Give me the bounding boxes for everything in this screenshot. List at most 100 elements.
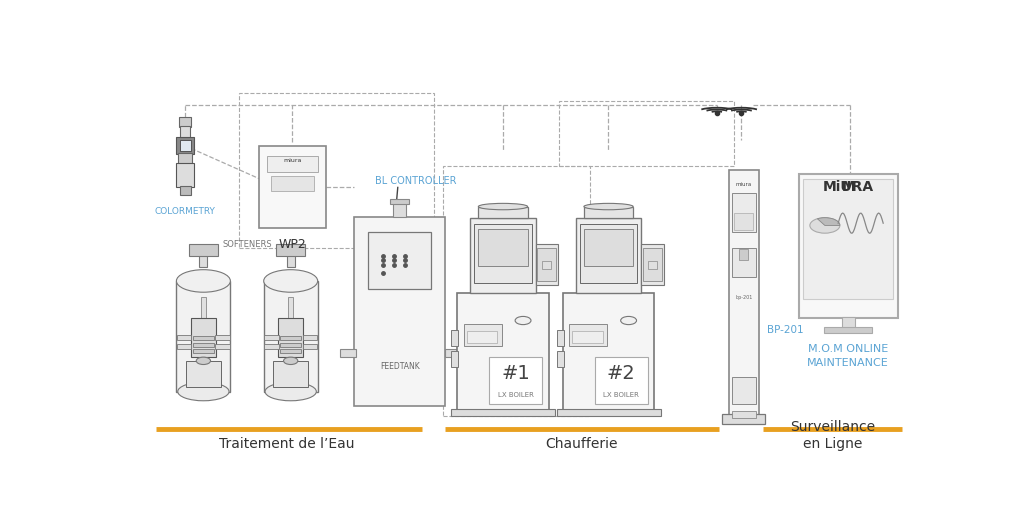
Bar: [354, 218, 445, 406]
Bar: [595, 357, 648, 404]
Bar: [264, 281, 317, 392]
Bar: [393, 203, 407, 218]
Bar: [467, 330, 497, 343]
Bar: [215, 336, 229, 340]
Bar: [276, 244, 305, 256]
Bar: [451, 409, 555, 416]
Bar: [176, 281, 230, 392]
Bar: [281, 343, 301, 347]
Bar: [543, 261, 551, 269]
Bar: [722, 414, 765, 423]
Bar: [186, 361, 221, 387]
Bar: [445, 350, 460, 357]
Bar: [177, 344, 191, 348]
Text: BL CONTROLLER: BL CONTROLLER: [376, 176, 457, 186]
Bar: [303, 344, 316, 348]
Bar: [194, 336, 214, 340]
Bar: [390, 199, 410, 204]
Bar: [474, 225, 531, 282]
Text: Traitement de l’Eau: Traitement de l’Eau: [219, 437, 354, 451]
Bar: [176, 163, 194, 187]
Bar: [536, 244, 558, 285]
Bar: [729, 170, 759, 416]
Text: #1: #1: [502, 364, 530, 383]
Circle shape: [284, 357, 298, 364]
Text: LX BOILER: LX BOILER: [603, 393, 639, 398]
Bar: [240, 93, 433, 248]
Bar: [799, 174, 898, 318]
Bar: [732, 248, 756, 277]
Bar: [478, 206, 527, 218]
Bar: [824, 327, 872, 334]
Bar: [264, 344, 279, 348]
Bar: [194, 348, 214, 353]
Circle shape: [621, 317, 637, 325]
Bar: [215, 344, 229, 348]
Bar: [451, 330, 458, 346]
Bar: [278, 318, 303, 357]
Circle shape: [810, 218, 840, 233]
Bar: [177, 336, 191, 340]
Bar: [176, 137, 194, 154]
Text: M: M: [842, 180, 855, 194]
Bar: [732, 193, 756, 232]
Bar: [179, 117, 191, 127]
Bar: [201, 297, 206, 371]
Text: MiURA: MiURA: [822, 180, 873, 194]
Ellipse shape: [265, 383, 316, 401]
Text: #2: #2: [607, 364, 636, 383]
Bar: [478, 229, 528, 266]
Bar: [734, 213, 754, 230]
Text: Surveillance
en Ligne: Surveillance en Ligne: [791, 420, 876, 451]
Bar: [451, 351, 458, 368]
Ellipse shape: [264, 270, 317, 292]
Bar: [340, 350, 355, 357]
Bar: [489, 357, 543, 404]
Bar: [200, 254, 207, 267]
Bar: [190, 318, 216, 357]
Bar: [369, 232, 431, 289]
Bar: [739, 249, 749, 261]
Bar: [464, 323, 502, 346]
Ellipse shape: [178, 383, 229, 401]
Bar: [458, 293, 549, 410]
Circle shape: [515, 317, 531, 325]
Circle shape: [197, 357, 211, 364]
Bar: [572, 330, 602, 343]
Bar: [557, 409, 660, 416]
Text: BP-201: BP-201: [767, 325, 804, 335]
Bar: [287, 254, 295, 267]
Bar: [575, 218, 641, 293]
Ellipse shape: [176, 270, 230, 292]
Text: Chaufferie: Chaufferie: [546, 437, 618, 451]
Bar: [179, 186, 190, 195]
Text: bp-201: bp-201: [735, 295, 753, 300]
Bar: [194, 343, 214, 347]
Bar: [470, 218, 536, 293]
Bar: [270, 177, 314, 191]
Bar: [538, 248, 556, 281]
Bar: [180, 126, 189, 138]
Bar: [189, 244, 218, 256]
Bar: [179, 140, 190, 151]
Text: COLORMETRY: COLORMETRY: [155, 207, 216, 216]
Bar: [732, 377, 756, 404]
Bar: [259, 146, 327, 228]
Text: miura: miura: [284, 157, 302, 163]
Bar: [641, 244, 664, 285]
Bar: [648, 261, 657, 269]
Text: SOFTENERS: SOFTENERS: [222, 239, 271, 248]
Bar: [178, 153, 193, 164]
Bar: [580, 225, 637, 282]
Text: miura: miura: [735, 182, 752, 187]
Text: M.O.M ONLINE
MAINTENANCE: M.O.M ONLINE MAINTENANCE: [807, 344, 889, 368]
Bar: [281, 348, 301, 353]
Text: LX BOILER: LX BOILER: [498, 393, 534, 398]
Bar: [643, 248, 662, 281]
Bar: [804, 179, 893, 300]
Bar: [842, 317, 855, 328]
Bar: [264, 336, 279, 340]
Bar: [732, 411, 756, 418]
Bar: [569, 323, 607, 346]
Bar: [443, 166, 590, 416]
